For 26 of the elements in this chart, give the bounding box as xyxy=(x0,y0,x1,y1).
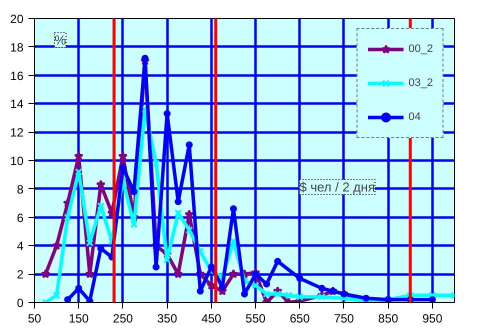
x-tick-label: 850 xyxy=(378,312,399,326)
y-tick-label: 16 xyxy=(10,68,24,83)
y-tick-label: 14 xyxy=(10,97,24,112)
y-tick-label: 20 xyxy=(10,12,24,26)
x-tick-label: 550 xyxy=(246,312,266,326)
x-axis-title: $ чел / 2 дня xyxy=(300,180,375,194)
y-tick-label: 10 xyxy=(10,154,24,168)
y-tick-label: 4 xyxy=(16,239,24,254)
y-tick-label: 8 xyxy=(16,182,24,196)
y-tick-label: 2 xyxy=(16,268,24,282)
x-tick-label: 50 xyxy=(28,312,42,326)
x-tick-label: 950 xyxy=(422,312,443,326)
legend-label: 03_2 xyxy=(408,77,433,89)
y-tick-label: 18 xyxy=(10,40,24,54)
y-tick-label: 12 xyxy=(10,126,24,140)
x-tick-label: 350 xyxy=(157,312,178,326)
y-axis-title: % xyxy=(54,32,66,48)
y-tick-label: 0 xyxy=(16,296,24,310)
x-tick-label: 750 xyxy=(334,312,354,326)
x-tick-label: 250 xyxy=(112,312,134,326)
x-tick-label: 150 xyxy=(68,312,90,326)
x-tick-label: 650 xyxy=(290,312,310,326)
x-tick-label: 450 xyxy=(201,312,222,326)
legend-label: 00_2 xyxy=(408,43,433,55)
y-tick-label: 6 xyxy=(16,210,24,225)
legend-label: 04 xyxy=(408,111,422,123)
